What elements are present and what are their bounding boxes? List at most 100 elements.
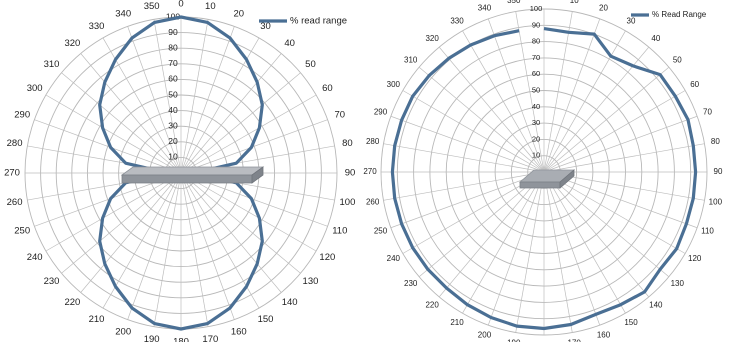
angle-tick-label: 290 <box>374 108 388 117</box>
angle-tick-label: 130 <box>303 276 319 287</box>
angle-tick-label: 130 <box>671 279 685 288</box>
grid-spoke-10 <box>180 19 209 174</box>
grid-spoke-300 <box>402 90 545 173</box>
angle-tick-label: 230 <box>404 279 418 288</box>
grid-spoke-130 <box>180 172 301 274</box>
angle-tick-label: 210 <box>450 318 464 327</box>
angle-tick-label: 10 <box>570 0 579 5</box>
grid-spoke-110 <box>543 171 698 229</box>
angle-tick-label: 300 <box>387 80 401 89</box>
angle-tick-label: 220 <box>64 297 80 308</box>
angle-tick-label: 110 <box>701 227 714 236</box>
grid-spoke-70 <box>180 119 328 174</box>
radial-tick-label: 80 <box>532 37 540 46</box>
angle-tick-label: 40 <box>651 34 660 43</box>
angle-tick-label: 100 <box>709 197 723 206</box>
radial-tick-label: 50 <box>532 85 540 94</box>
angle-tick-label: 30 <box>627 16 636 25</box>
grid-spoke-20 <box>543 18 601 173</box>
legend-label: % read range <box>290 16 347 27</box>
grid-spoke-320 <box>80 53 182 174</box>
grid-spoke-160 <box>180 172 235 320</box>
grid-spoke-200 <box>487 171 545 326</box>
angle-tick-label: 180 <box>173 337 189 342</box>
angle-tick-label: 260 <box>7 197 23 208</box>
angle-tick-label: 30 <box>260 21 271 32</box>
legend: % Read Range <box>631 10 707 19</box>
angle-tick-label: 250 <box>14 225 30 236</box>
radial-tick-label: 20 <box>532 134 540 143</box>
angle-tick-label: 290 <box>14 110 30 121</box>
series-line-1 <box>98 15 264 331</box>
angle-tick-label: 260 <box>366 197 380 206</box>
angle-tick-label: 0 <box>178 0 183 10</box>
angle-tick-label: 160 <box>597 331 611 340</box>
angle-tick-label: 200 <box>478 331 492 340</box>
grid-spoke-220 <box>438 171 545 298</box>
radial-tick-label: 90 <box>532 20 540 29</box>
grid-spoke-30 <box>543 30 626 173</box>
angle-tick-label: 140 <box>282 297 298 308</box>
grid-spoke-340 <box>127 26 182 174</box>
grid-spoke-210 <box>462 171 545 314</box>
angle-tick-label: 50 <box>673 55 682 64</box>
angle-tick-label: 340 <box>115 9 131 20</box>
grid-spoke-250 <box>390 171 545 229</box>
angle-tick-label: 150 <box>624 318 638 327</box>
grid-spoke-190 <box>153 172 182 327</box>
angle-tick-label: 100 <box>340 197 356 208</box>
grid-spoke-70 <box>543 115 698 173</box>
grid-spoke-120 <box>180 172 317 252</box>
angle-tick-label: 240 <box>387 254 401 263</box>
grid-spoke-80 <box>543 143 705 173</box>
radial-tick-label: 60 <box>532 69 540 78</box>
angle-tick-label: 300 <box>27 83 43 94</box>
grid-spoke-20 <box>180 26 235 174</box>
grid-spoke-330 <box>462 30 545 173</box>
angle-tick-label: 220 <box>425 300 439 309</box>
angle-tick-label: 90 <box>345 168 356 179</box>
angle-tick-label: 350 <box>507 0 521 5</box>
angle-tick-label: 60 <box>690 80 699 89</box>
grid-spoke-260 <box>383 171 545 201</box>
angle-tick-label: 210 <box>89 314 105 325</box>
angle-tick-label: 110 <box>332 225 347 236</box>
angle-tick-label: 240 <box>27 252 43 263</box>
grid-spoke-190 <box>515 171 545 333</box>
angle-tick-label: 190 <box>144 334 160 342</box>
angle-tick-label: 280 <box>366 137 380 146</box>
grid-spoke-350 <box>515 11 545 173</box>
grid-spoke-60 <box>180 94 317 174</box>
grid-spoke-140 <box>543 171 650 298</box>
grid-spoke-120 <box>543 171 686 254</box>
angle-tick-label: 80 <box>711 137 720 146</box>
grid-spoke-160 <box>543 171 601 326</box>
angle-tick-label: 270 <box>363 167 377 176</box>
angle-tick-label: 200 <box>115 326 131 337</box>
grid-spoke-50 <box>543 66 670 173</box>
grid-spoke-320 <box>438 46 545 173</box>
radial-tick-label: 30 <box>168 120 178 130</box>
grid-spoke-310 <box>61 72 182 174</box>
angle-tick-label: 0 <box>542 0 547 2</box>
angle-tick-label: 20 <box>234 9 245 20</box>
angle-tick-label: 120 <box>688 254 702 263</box>
polar-chart-2: 10 20 30 40 50 60 70 80 90 100 0 10 20 30 40 50 60 70 80 90… <box>363 0 723 342</box>
radial-tick-label: 10 <box>532 151 540 160</box>
grid-spoke-290 <box>390 115 545 173</box>
angle-tick-label: 170 <box>568 338 582 342</box>
grid-spoke-40 <box>180 53 282 174</box>
radial-tick-label: 70 <box>532 53 540 62</box>
grid-spoke-240 <box>45 172 182 252</box>
angle-tick-label: 310 <box>404 55 418 64</box>
grid-spoke-290 <box>34 119 182 174</box>
legend-label: % Read Range <box>652 10 707 19</box>
angle-tick-label: 310 <box>44 59 60 70</box>
grid-spoke-170 <box>543 171 573 333</box>
angle-tick-label: 10 <box>205 1 216 12</box>
radial-tick-label: 100 <box>530 4 543 13</box>
grid-spoke-170 <box>180 172 209 327</box>
grid-spoke-60 <box>543 90 686 173</box>
radial-tick-label: 80 <box>168 42 178 52</box>
angle-tick-label: 120 <box>319 252 335 263</box>
